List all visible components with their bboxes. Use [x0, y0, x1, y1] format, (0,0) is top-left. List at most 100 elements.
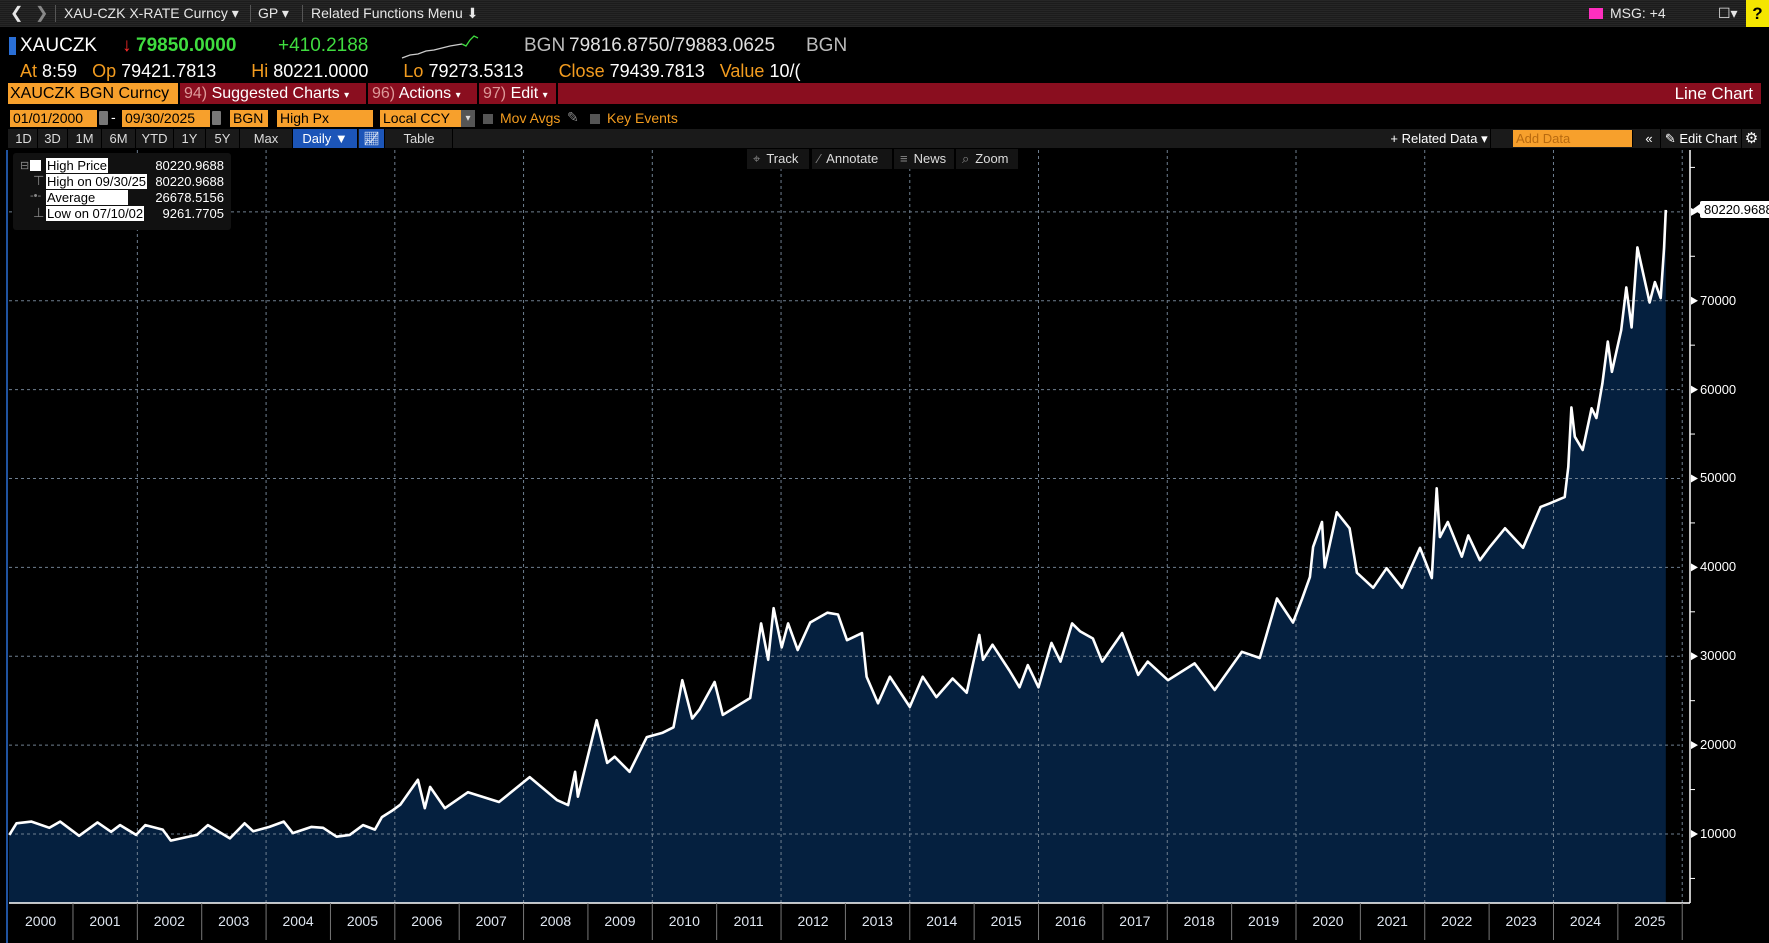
- x-tick-label: 2007: [475, 913, 507, 929]
- security-selector[interactable]: XAU-CZK X-RATE Curncy ▾: [64, 5, 239, 21]
- dropdown-caret-icon: ▾: [542, 90, 548, 101]
- y-tick-marker: [1691, 563, 1698, 572]
- x-tick-label: 2014: [926, 913, 958, 929]
- y-tick-label: 70000: [1700, 292, 1737, 308]
- back-arrow-icon[interactable]: ❮: [10, 5, 24, 22]
- mov-avgs-label[interactable]: Mov Avgs: [500, 110, 561, 126]
- source-field[interactable]: BGN: [230, 110, 268, 127]
- edit-label: Edit: [510, 85, 539, 102]
- y-tick-label: 30000: [1700, 648, 1737, 664]
- track-tool[interactable]: ⌖ Track: [747, 149, 809, 169]
- period-toolbar: 1D 3D 1M 6M YTD 1Y 5Y Max Daily ▼ 📈︎ Tab…: [8, 129, 1762, 148]
- x-tick-label: 2004: [282, 913, 314, 929]
- low-label: Lo: [403, 61, 424, 81]
- open-value: 79421.7813: [121, 61, 217, 81]
- top-bar: ❮ ❯ XAU-CZK X-RATE Curncy ▾ GP ▾ Related…: [0, 0, 1769, 27]
- chart-legend: ⊟ High Price 80220.9688 ⊤ High on 09/30/…: [13, 153, 231, 230]
- x-tick-label: 2009: [604, 913, 636, 929]
- window-icon[interactable]: ☐▾: [1718, 5, 1738, 21]
- collapse-icon[interactable]: «: [1638, 129, 1661, 148]
- function-selector[interactable]: GP ▾: [258, 5, 289, 21]
- collapse-box-icon[interactable]: ⊟: [20, 160, 30, 172]
- related-functions-label: Related Functions Menu: [311, 5, 463, 21]
- dropdown-caret-icon: ▾: [344, 90, 350, 101]
- period-1y[interactable]: 1Y: [174, 129, 206, 148]
- period-1d[interactable]: 1D: [10, 129, 38, 148]
- double-chevron-down-icon: ⬇︎: [466, 5, 479, 21]
- x-tick-label: 2000: [25, 913, 57, 929]
- calendar-icon[interactable]: [99, 111, 108, 125]
- legend-high-label: High on 09/30/25: [46, 174, 148, 189]
- actions-label: Actions: [398, 85, 452, 102]
- frequency-select[interactable]: Daily ▼: [293, 129, 358, 148]
- y-tick-marker: [1691, 474, 1698, 483]
- period-1m[interactable]: 1M: [68, 129, 102, 148]
- pencil-icon[interactable]: ✎: [567, 109, 579, 125]
- table-button[interactable]: Table: [386, 129, 453, 148]
- dropdown-caret-icon: ▾: [455, 90, 461, 101]
- forward-arrow-icon[interactable]: ❯: [35, 5, 49, 22]
- last-value-label: 80220.9688: [1700, 201, 1769, 218]
- add-data-input[interactable]: Add Data: [1513, 130, 1633, 147]
- mail-icon[interactable]: [1589, 8, 1603, 19]
- line-chart-icon[interactable]: 📈︎: [359, 129, 385, 148]
- last-value-pointer: [1693, 204, 1700, 214]
- edit-menu[interactable]: 97) Edit ▾: [483, 83, 548, 104]
- value-date: 10/(: [769, 61, 801, 81]
- edit-chart-button[interactable]: ✎ Edit Chart: [1661, 129, 1742, 148]
- calendar-icon[interactable]: [212, 111, 221, 125]
- help-button[interactable]: ?: [1746, 0, 1769, 27]
- legend-series-label[interactable]: High Price: [46, 158, 108, 173]
- quote-details: At 8:59 Op 79421.7813 Hi 80221.0000 Lo 7…: [20, 61, 920, 82]
- start-date-input[interactable]: 01/01/2000: [10, 110, 97, 127]
- messages-count[interactable]: MSG: +4: [1610, 5, 1666, 21]
- period-ytd[interactable]: YTD: [136, 129, 174, 148]
- end-date-input[interactable]: 09/30/2025: [122, 110, 210, 127]
- y-tick-marker: [1691, 741, 1698, 750]
- pencil-icon: ✎: [1664, 131, 1676, 146]
- period-6m[interactable]: 6M: [102, 129, 136, 148]
- legend-low-value: 9261.7705: [162, 206, 224, 221]
- close-label: Close: [558, 61, 605, 81]
- x-tick-label: 2012: [797, 913, 829, 929]
- currency-select[interactable]: Local CCY: [380, 110, 461, 127]
- related-data-button[interactable]: + Related Data ▾: [1388, 129, 1491, 148]
- price-field[interactable]: High Px: [277, 110, 373, 127]
- currency-dropdown-icon[interactable]: ▾: [461, 110, 475, 127]
- mov-avgs-checkbox[interactable]: [483, 114, 493, 124]
- y-tick-marker: [1691, 830, 1698, 838]
- x-tick-label: 2018: [1183, 913, 1215, 929]
- annotate-tool[interactable]: ∕ Annotate: [812, 149, 892, 169]
- related-functions-menu[interactable]: Related Functions Menu ⬇︎: [311, 5, 478, 22]
- x-tick-label: 2017: [1119, 913, 1151, 929]
- security-field[interactable]: XAUCZK BGN Curncy: [8, 83, 178, 104]
- value-label: Value: [719, 61, 765, 81]
- ticker-marker: [9, 37, 16, 55]
- last-price: 79850.0000: [136, 35, 237, 56]
- x-tick-label: 2001: [89, 913, 121, 929]
- period-3d[interactable]: 3D: [38, 129, 68, 148]
- key-events-checkbox[interactable]: [590, 114, 600, 124]
- x-tick-label: 2020: [1312, 913, 1344, 929]
- key-events-label[interactable]: Key Events: [607, 110, 678, 126]
- news-tool[interactable]: ≡ News: [894, 149, 954, 169]
- x-tick-label: 2019: [1248, 913, 1280, 929]
- period-5y[interactable]: 5Y: [206, 129, 240, 148]
- actions-menu[interactable]: 96) Actions ▾: [372, 83, 461, 104]
- y-tick-label: 50000: [1700, 470, 1737, 486]
- x-tick-label: 2021: [1376, 913, 1408, 929]
- y-tick-label: 20000: [1700, 737, 1737, 753]
- gear-icon[interactable]: ⚙: [1742, 129, 1762, 148]
- low-marker-icon: ⊥: [33, 205, 45, 220]
- magnifier-icon: ⌕: [962, 151, 970, 166]
- y-tick-marker: [1691, 385, 1698, 394]
- legend-high-value: 80220.9688: [155, 174, 224, 189]
- x-tick-label: 2023: [1505, 913, 1537, 929]
- menu-bar: XAUCZK BGN Curncy 94) Suggested Charts ▾…: [8, 83, 1761, 104]
- period-max[interactable]: Max: [240, 129, 293, 148]
- annotate-pencil-icon: ∕: [818, 151, 821, 166]
- zoom-label: Zoom: [975, 151, 1009, 166]
- suggested-charts-menu[interactable]: 94) Suggested Charts ▾: [184, 83, 349, 104]
- zoom-tool[interactable]: ⌕ Zoom: [956, 149, 1018, 169]
